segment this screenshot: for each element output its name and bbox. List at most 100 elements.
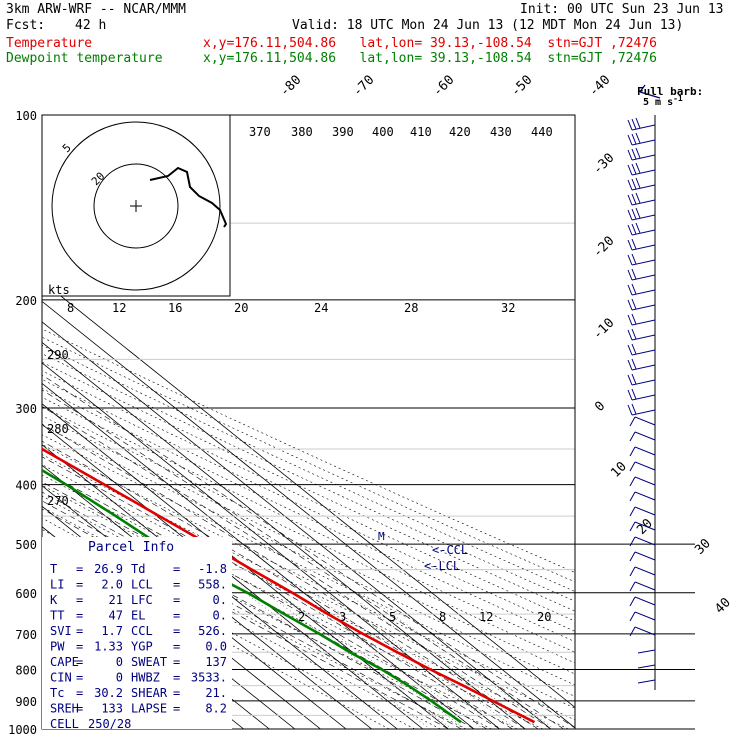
- barb-flag: [631, 373, 637, 385]
- dewpoint-profile-line: [42, 468, 462, 724]
- barb-shaft: [634, 446, 656, 456]
- wind-barb: [629, 476, 656, 487]
- parcel-value: 0: [116, 655, 123, 669]
- wind-barb: [627, 253, 656, 266]
- wind-barb: [627, 313, 656, 326]
- parcel-key: HWBZ: [131, 671, 160, 685]
- isotherm-label: -50: [508, 73, 535, 100]
- model-title: 3km ARW-WRF -- NCAR/MMM: [6, 2, 187, 17]
- isotherm-line: [42, 464, 372, 729]
- parcel-key: LAPSE: [131, 702, 167, 716]
- barb-shaft: [634, 536, 656, 546]
- wind-barb: [627, 222, 656, 236]
- barb-flag: [635, 162, 641, 174]
- barb-flag: [629, 491, 636, 502]
- barb-flag: [627, 179, 633, 191]
- parcel-value: 0.0: [205, 640, 227, 654]
- barb-shaft: [637, 649, 656, 654]
- barb-flag: [631, 178, 637, 190]
- barb-flag: [631, 163, 637, 175]
- barb-shaft: [634, 596, 656, 606]
- isotherm-label: 30: [692, 536, 714, 558]
- hodograph-inset: 205: [41, 114, 231, 297]
- barb-shaft: [637, 664, 656, 669]
- barb-shaft: [634, 506, 656, 516]
- parcel-value: 1.7: [101, 624, 123, 638]
- wind-barb: [629, 416, 656, 427]
- full-barb-value: 5 m s-1: [643, 94, 683, 108]
- barb-flag: [627, 164, 633, 176]
- moist-adiabat: [42, 481, 488, 729]
- barb-flag: [629, 476, 636, 487]
- barb-shaft: [631, 154, 656, 161]
- parcel-eq: =: [173, 562, 180, 576]
- parcel-eq: =: [173, 624, 180, 638]
- isotherm-label: -80: [277, 73, 304, 100]
- barb-shaft: [631, 229, 656, 236]
- parcel-eq: =: [76, 655, 83, 669]
- valid-time: Valid: 18 UTC Mon 24 Jun 13 (12 MDT Mon …: [292, 18, 684, 33]
- isotherm-line: [42, 382, 475, 729]
- wind-barb: [629, 581, 656, 592]
- forecast-label: Fcst:: [6, 18, 46, 33]
- parcel-value: 47: [109, 609, 123, 623]
- wind-barb: [627, 147, 656, 161]
- barb-shaft: [631, 199, 656, 206]
- parcel-key: YGP: [131, 640, 153, 654]
- parcel-value: 21.: [205, 686, 227, 700]
- isotherm-label: -60: [430, 73, 457, 100]
- barb-shaft: [631, 334, 656, 341]
- mixing-ratio-label: 16: [168, 301, 182, 315]
- wind-barb: [627, 162, 656, 176]
- barb-shaft: [634, 461, 656, 471]
- barb-shaft: [631, 319, 656, 326]
- barb-flag: [629, 446, 636, 457]
- parcel-value: 526.: [198, 624, 227, 638]
- parcel-value: 137: [205, 655, 227, 669]
- wind-barb: [629, 431, 656, 442]
- parcel-value: 0: [116, 671, 123, 685]
- full-barb-exponent: -1: [673, 94, 683, 103]
- parcel-key: T: [50, 562, 57, 576]
- kts-label: kts: [48, 283, 70, 297]
- parcel-eq: =: [173, 578, 180, 592]
- parcel-key: SVI: [50, 624, 72, 638]
- parcel-eq: =: [173, 702, 180, 716]
- barb-flag: [627, 224, 633, 236]
- parcel-key: Td: [131, 562, 145, 576]
- theta-label: 290: [47, 348, 69, 362]
- parcel-key: Tc: [50, 686, 64, 700]
- wind-barb: [627, 207, 656, 221]
- isotherm-label: 40: [712, 595, 734, 617]
- theta-label: 430: [490, 125, 512, 139]
- barb-shaft: [634, 581, 656, 591]
- parcel-eq: =: [76, 609, 83, 623]
- pressure-tick-label: 1000: [8, 723, 37, 737]
- barb-flag: [627, 119, 633, 131]
- forecast-hour: 42 h: [75, 18, 107, 33]
- barb-flag: [629, 416, 636, 427]
- barb-flag: [629, 536, 636, 547]
- parcel-info-box: Parcel Info T = 26.9 Td = -1.8 LI = 2.0 LCL = 558. K =…: [42, 537, 232, 731]
- barb-flag: [631, 343, 637, 355]
- barb-flag: [635, 192, 641, 204]
- barb-shaft: [637, 679, 656, 684]
- barb-shaft: [634, 416, 656, 426]
- parcel-eq: =: [173, 593, 180, 607]
- parcel-eq: =: [76, 624, 83, 638]
- barb-flag: [627, 329, 633, 341]
- hodograph-trace: [149, 166, 228, 228]
- parcel-value: 2.0: [101, 578, 123, 592]
- init-time: Init: 00 UTC Sun 23 Jun 13: [520, 2, 724, 17]
- wind-barb: [627, 388, 656, 401]
- isotherm-line: [42, 300, 575, 729]
- theta-label: 280: [47, 422, 69, 436]
- mixing-ratio-label: 20: [234, 301, 248, 315]
- isotherm-line: [42, 341, 526, 729]
- parcel-value: -1.8: [198, 562, 227, 576]
- wind-barb: [629, 446, 656, 457]
- legend-dewpoint-info: x,y=176.11,504.86 lat,lon= 39.13,-108.54…: [203, 51, 657, 66]
- parcel-value: 0.: [213, 609, 227, 623]
- isotherm-line: [42, 444, 398, 729]
